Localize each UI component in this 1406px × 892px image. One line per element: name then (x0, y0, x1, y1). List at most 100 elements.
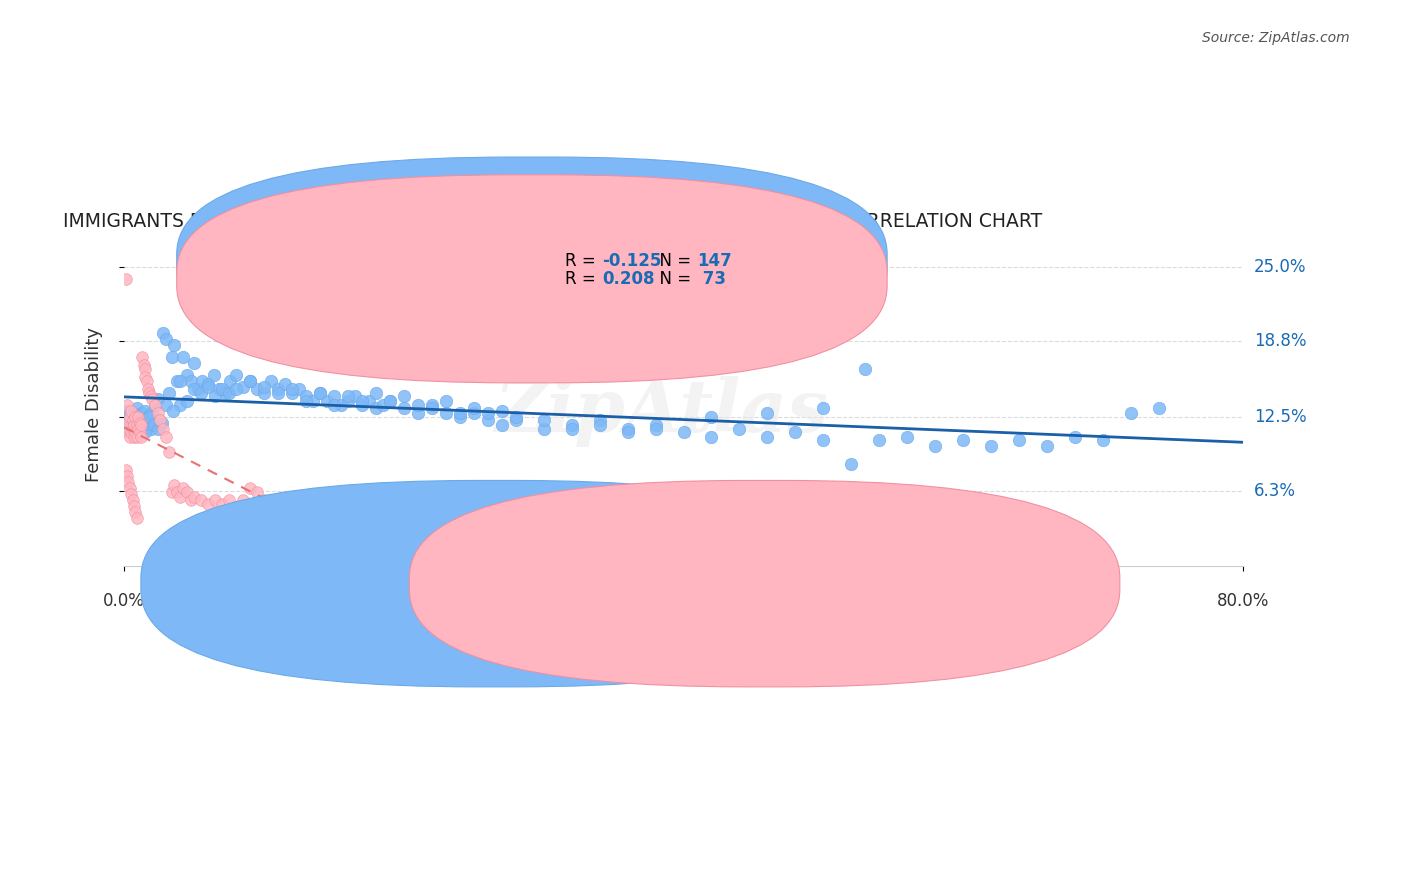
Point (700, 430, 723, 444)
FancyBboxPatch shape (177, 157, 887, 365)
Point (274, 377, 297, 392)
Point (1119, 406, 1142, 420)
Point (124, 425, 146, 439)
FancyBboxPatch shape (409, 481, 1119, 687)
Point (211, 497, 233, 511)
Point (169, 374, 191, 388)
Point (309, 508, 332, 523)
Point (131, 406, 153, 420)
Text: 80.0%: 80.0% (1216, 591, 1270, 610)
Point (219, 374, 242, 388)
Point (131, 350, 153, 364)
Point (117, 425, 139, 439)
Point (122, 413, 145, 427)
Point (169, 398, 191, 412)
Point (134, 361, 156, 376)
Point (1147, 401, 1170, 416)
Point (150, 416, 173, 430)
Point (118, 430, 141, 444)
Point (239, 374, 262, 388)
Point (1092, 434, 1115, 448)
Point (124, 417, 146, 432)
Point (162, 403, 184, 417)
Point (121, 413, 143, 427)
Point (149, 417, 172, 432)
Point (122, 417, 145, 432)
Point (125, 417, 148, 432)
Point (141, 392, 163, 406)
Point (322, 389, 344, 403)
Point (117, 409, 139, 424)
Point (204, 493, 226, 508)
Point (163, 477, 186, 491)
Point (191, 374, 214, 388)
Point (155, 430, 177, 444)
Point (841, 458, 863, 472)
Point (128, 425, 150, 439)
Point (166, 484, 188, 499)
Text: -0.125: -0.125 (602, 252, 661, 270)
Point (143, 398, 166, 412)
Point (197, 497, 219, 511)
Point (128, 416, 150, 430)
Point (350, 394, 373, 409)
Text: IMMIGRANTS FROM CARIBBEAN VS IMMIGRANTS FROM NEPAL FEMALE DISABILITY CORRELATION: IMMIGRANTS FROM CARIBBEAN VS IMMIGRANTS … (63, 211, 1042, 231)
Point (281, 385, 304, 400)
Text: 147: 147 (697, 252, 731, 270)
Point (132, 358, 155, 372)
Point (896, 430, 918, 444)
Point (202, 368, 225, 382)
Point (267, 385, 290, 400)
Point (139, 389, 162, 403)
Point (225, 501, 247, 516)
Text: R =: R = (565, 252, 600, 270)
FancyBboxPatch shape (499, 248, 768, 293)
Point (180, 493, 202, 508)
Point (134, 370, 156, 384)
Point (371, 398, 394, 412)
Point (197, 377, 219, 392)
Point (392, 389, 415, 403)
Point (728, 421, 751, 435)
Point (204, 389, 226, 403)
Point (128, 416, 150, 430)
Y-axis label: Female Disability: Female Disability (86, 327, 103, 482)
Text: N =: N = (648, 269, 696, 288)
Point (533, 413, 555, 427)
Text: ZipAtlas: ZipAtlas (494, 376, 828, 447)
Point (868, 434, 890, 448)
Point (114, 272, 136, 286)
Point (420, 398, 443, 412)
Point (183, 382, 205, 396)
Text: 18.8%: 18.8% (1254, 333, 1306, 351)
FancyBboxPatch shape (177, 175, 887, 383)
Point (924, 439, 946, 453)
Point (700, 409, 723, 424)
Point (160, 484, 183, 499)
Point (246, 382, 269, 396)
Point (138, 409, 160, 424)
Point (813, 401, 835, 416)
Point (295, 389, 318, 403)
Point (183, 356, 205, 370)
Point (149, 413, 172, 427)
Point (122, 499, 145, 513)
Point (152, 326, 174, 340)
Point (136, 382, 159, 396)
Point (157, 385, 180, 400)
Point (125, 511, 148, 525)
Point (125, 417, 148, 432)
Point (208, 382, 231, 396)
Point (143, 398, 166, 412)
Text: Source: ZipAtlas.com: Source: ZipAtlas.com (1202, 31, 1350, 45)
Point (190, 385, 212, 400)
Point (214, 385, 236, 400)
Point (350, 398, 373, 412)
Point (756, 430, 779, 444)
Point (336, 508, 359, 523)
Point (172, 350, 194, 364)
Point (135, 374, 157, 388)
Point (122, 430, 145, 444)
Point (253, 493, 276, 508)
Point (378, 394, 401, 409)
